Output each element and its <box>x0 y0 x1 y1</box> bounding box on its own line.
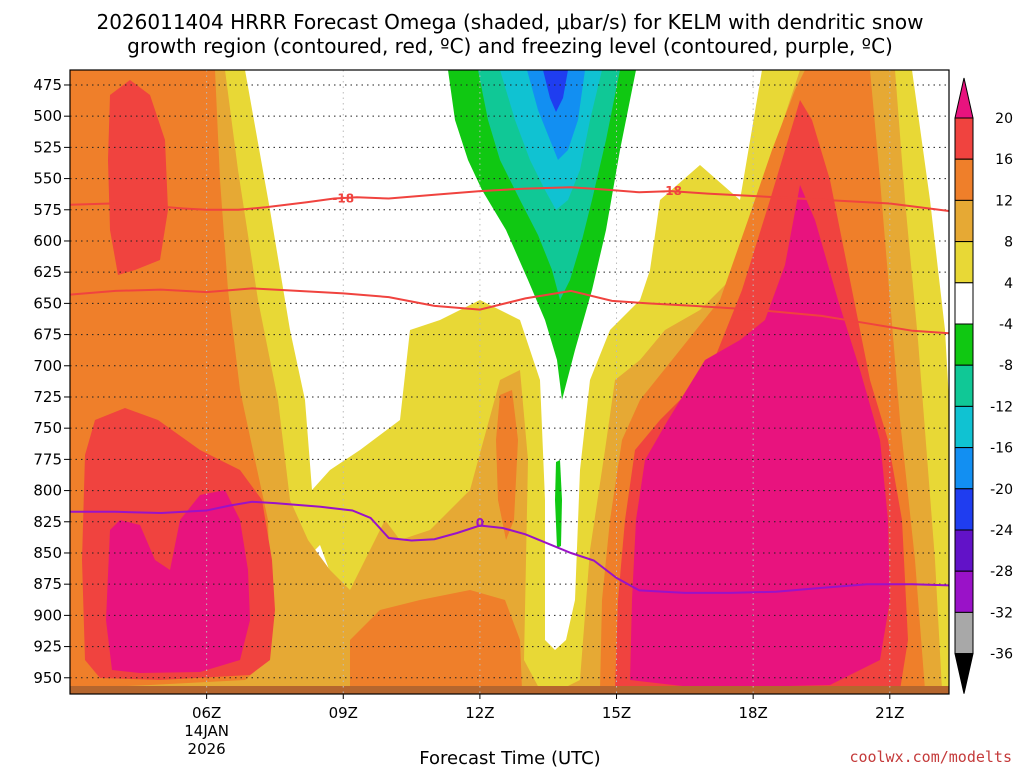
y-axis-pressure: 475 500 525 550 575 600 625 650 675 700 725 750 775 8… <box>33 76 70 687</box>
colorbar-swatch-top <box>954 77 974 119</box>
x-tick-sublabel: 2026 <box>188 740 226 758</box>
y-tick-label: 525 <box>33 138 62 156</box>
plot-frame <box>69 69 950 695</box>
y-tick-label: 600 <box>33 232 62 250</box>
y-tick-label: 725 <box>33 388 62 406</box>
y-tick-label: 800 <box>33 482 62 500</box>
colorbar-tick-label: -36 <box>990 647 1013 663</box>
colorbar-swatch <box>954 282 974 325</box>
omega-fill-neg20 <box>543 70 568 112</box>
colorbar-swatch <box>954 488 974 531</box>
ground-strip <box>70 686 949 694</box>
colorbar-swatch <box>954 241 974 284</box>
x-axis-label: Forecast Time (UTC) <box>419 748 600 768</box>
colorbar-tick-label: -24 <box>990 523 1013 539</box>
x-tick-label: 09Z <box>329 704 358 722</box>
x-tick-sublabel: 14JAN <box>184 722 229 740</box>
y-tick-label: 850 <box>33 544 62 562</box>
y-tick-label: 875 <box>33 575 62 593</box>
colorbar-tick-label: 4 <box>1004 276 1013 292</box>
colorbar-tick-label: -16 <box>990 441 1013 457</box>
y-tick-label: 750 <box>33 419 62 437</box>
x-tick-label: 18Z <box>738 704 767 722</box>
y-tick-label: 625 <box>33 263 62 281</box>
colorbar-swatch <box>954 158 974 201</box>
x-tick-label: 21Z <box>875 704 904 722</box>
colorbar-swatch <box>954 570 974 613</box>
y-tick-label: 500 <box>33 107 62 125</box>
colorbar-swatch <box>954 323 974 366</box>
contour-label-0: 0 <box>476 516 484 530</box>
colorbar-swatch-bottom <box>954 653 974 694</box>
y-tick-label: 825 <box>33 513 62 531</box>
omega-fill-16-left-upper <box>108 80 168 275</box>
contour-line--12 <box>69 287 950 335</box>
colorbar-tick-label: 20 <box>995 111 1013 127</box>
omega-fill-layer <box>70 70 949 694</box>
contour-label--18: -18 <box>660 184 682 198</box>
chart-title-line-1: 2026011404 HRRR Forecast Omega (shaded, … <box>96 10 923 34</box>
y-tick-label: 775 <box>33 450 62 468</box>
chart-title-line-2: growth region (contoured, red, ºC) and f… <box>127 34 893 58</box>
temperature-contours: -18 -18 0 <box>69 184 950 594</box>
grid-lines <box>70 70 949 694</box>
colorbar-tick-label: 16 <box>995 152 1013 168</box>
contour-label--18: -18 <box>332 192 354 206</box>
colorbar-tick-label: -28 <box>990 564 1013 580</box>
colorbar-tick-label: -4 <box>999 317 1013 333</box>
colorbar-tick-label: -32 <box>990 605 1013 621</box>
credit-text: coolwx.com/modelts <box>849 748 1012 766</box>
colorbar-tick-label: -20 <box>990 482 1013 498</box>
colorbar-swatch <box>954 117 974 160</box>
colorbar-swatch <box>954 447 974 490</box>
colorbar-swatch <box>954 364 974 407</box>
omega-fill-neg4-sliver <box>555 460 562 548</box>
colorbar-tick-label: 12 <box>995 193 1013 209</box>
omega-fill-neg16 <box>527 70 585 160</box>
y-tick-label: 475 <box>33 76 62 94</box>
omega-fill-12-sliver <box>496 390 518 540</box>
colorbar-tick-label: 8 <box>1004 235 1013 251</box>
y-tick-label: 925 <box>33 638 62 656</box>
contour-line-0 <box>70 500 950 594</box>
x-tick-label: 12Z <box>465 704 494 722</box>
colorbar-tick-label: -8 <box>999 358 1013 374</box>
colorbar-swatch <box>954 199 974 243</box>
y-tick-label: 575 <box>33 201 62 219</box>
y-tick-label: 900 <box>33 606 62 624</box>
colorbar-tick-label: -12 <box>990 399 1013 415</box>
colorbar: 20 16 12 8 4 -4 -8 -12 -16 -20 -24 -28 -32 -36 <box>954 77 1013 694</box>
y-tick-label: 950 <box>33 669 62 687</box>
colorbar-swatch <box>954 611 974 655</box>
y-tick-label: 675 <box>33 326 62 344</box>
contour-line--18 <box>69 186 950 212</box>
y-tick-label: 550 <box>33 170 62 188</box>
omega-fill-20-right <box>630 185 890 688</box>
x-tick-label: 15Z <box>602 704 631 722</box>
x-tick-label: 06Z <box>192 704 221 722</box>
omega-fill-20-left <box>106 490 250 673</box>
y-tick-label: 700 <box>33 357 62 375</box>
omega-fill-12-center <box>350 590 522 690</box>
colorbar-swatch <box>954 529 974 572</box>
y-tick-label: 650 <box>33 294 62 312</box>
colorbar-swatch <box>954 405 974 449</box>
